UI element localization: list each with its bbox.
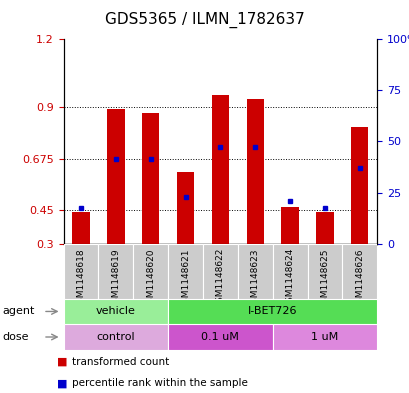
Bar (281, 208, 298, 244)
Bar (63, 244, 98, 299)
Text: GSM1148625: GSM1148625 (320, 248, 328, 309)
Bar (63, 299, 168, 324)
Text: ■: ■ (57, 378, 68, 388)
Text: percentile rank within the sample: percentile rank within the sample (72, 378, 247, 388)
Text: GSM1148626: GSM1148626 (355, 248, 363, 309)
Bar (272, 324, 376, 350)
Text: 0.1 uM: 0.1 uM (201, 332, 239, 342)
Bar (168, 299, 376, 324)
Text: GSM1148618: GSM1148618 (76, 248, 85, 309)
Text: I-BET726: I-BET726 (247, 307, 297, 316)
Text: GSM1148623: GSM1148623 (250, 248, 259, 309)
Bar (72, 212, 90, 244)
Bar (246, 99, 263, 244)
Text: agent: agent (2, 307, 34, 316)
Text: GSM1148619: GSM1148619 (111, 248, 120, 309)
Bar (315, 212, 333, 244)
Bar (133, 244, 168, 299)
Text: GSM1148622: GSM1148622 (216, 248, 224, 309)
Bar (307, 244, 342, 299)
Bar (342, 244, 376, 299)
Text: ■: ■ (57, 356, 68, 367)
Text: GDS5365 / ILMN_1782637: GDS5365 / ILMN_1782637 (105, 12, 304, 28)
Bar (142, 113, 159, 244)
Bar (350, 127, 368, 244)
Bar (237, 244, 272, 299)
Bar (107, 108, 124, 244)
Text: GSM1148620: GSM1148620 (146, 248, 155, 309)
Text: transformed count: transformed count (72, 356, 169, 367)
Bar (168, 324, 272, 350)
Text: vehicle: vehicle (96, 307, 135, 316)
Bar (202, 244, 237, 299)
Bar (176, 172, 194, 244)
Text: control: control (96, 332, 135, 342)
Bar (63, 324, 168, 350)
Bar (98, 244, 133, 299)
Bar (211, 95, 229, 244)
Bar (168, 244, 202, 299)
Text: dose: dose (2, 332, 29, 342)
Text: 1 uM: 1 uM (310, 332, 338, 342)
Text: GSM1148621: GSM1148621 (181, 248, 189, 309)
Text: GSM1148624: GSM1148624 (285, 248, 294, 309)
Bar (272, 244, 307, 299)
